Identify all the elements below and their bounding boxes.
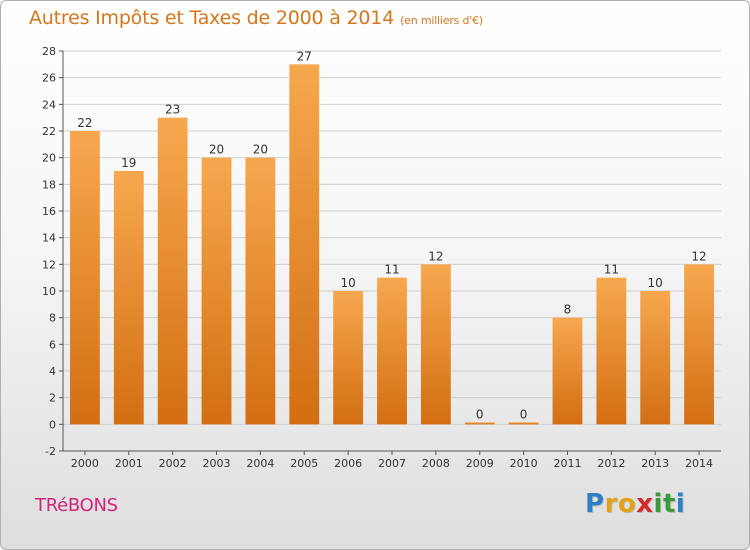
bar-2009 — [464, 422, 495, 425]
bar-2013 — [640, 291, 671, 425]
y-tick-label: 22 — [42, 125, 56, 138]
data-label: 10 — [340, 276, 355, 290]
data-label: 12 — [428, 249, 443, 263]
y-tick-label: 20 — [42, 152, 56, 165]
commune-name: TRéBONS — [35, 495, 118, 516]
bar-2005 — [289, 64, 320, 425]
data-label: 8 — [564, 303, 572, 317]
x-tick-label: 2005 — [290, 457, 318, 470]
x-tick-label: 2008 — [422, 457, 450, 470]
logo-letter: P — [585, 489, 605, 519]
x-tick-label: 2010 — [510, 457, 538, 470]
chart-title-text: Autres Impôts et Taxes de 2000 à 2014 — [29, 7, 395, 29]
y-tick-label: 12 — [42, 258, 56, 271]
x-tick-label: 2002 — [159, 457, 187, 470]
bar-2010 — [508, 422, 539, 425]
x-tick-label: 2013 — [641, 457, 669, 470]
data-label: 0 — [476, 407, 484, 421]
bar-2012 — [596, 277, 627, 425]
data-label: 22 — [77, 116, 92, 130]
logo-letter: r — [604, 489, 618, 519]
bar-2007 — [377, 277, 407, 425]
y-tick-label: 2 — [49, 392, 56, 405]
y-tick-label: 24 — [42, 98, 56, 111]
bar-2002 — [157, 117, 188, 425]
y-tick-label: 26 — [42, 72, 56, 85]
y-tick-label: 10 — [42, 285, 56, 298]
x-tick-label: 2003 — [203, 457, 231, 470]
data-label: 11 — [384, 263, 399, 277]
logo-letter: t — [662, 489, 676, 519]
bar-2001 — [113, 171, 144, 425]
bar-2006 — [333, 291, 364, 425]
data-label: 10 — [648, 276, 663, 290]
x-tick-label: 2006 — [334, 457, 362, 470]
y-tick-label: 18 — [42, 178, 56, 191]
bar-2011 — [552, 317, 583, 425]
y-tick-label: 14 — [42, 232, 56, 245]
x-tick-label: 2001 — [115, 457, 143, 470]
bar-2014 — [684, 264, 714, 425]
x-tick-label: 2014 — [685, 457, 713, 470]
data-label: 23 — [165, 103, 180, 117]
chart-title: Autres Impôts et Taxes de 2000 à 2014 (en… — [29, 7, 483, 29]
logo-letter: o — [617, 489, 637, 519]
x-tick-label: 2000 — [71, 457, 99, 470]
bar-2008 — [420, 264, 451, 425]
data-label: 19 — [121, 156, 136, 170]
x-tick-label: 2004 — [246, 457, 274, 470]
data-label: 20 — [253, 143, 268, 157]
y-tick-label: 0 — [49, 418, 56, 431]
x-tick-label: 2009 — [466, 457, 494, 470]
data-label: 20 — [209, 143, 224, 157]
proxiti-logo: Proxiti — [585, 489, 685, 519]
logo-letter: i — [653, 489, 663, 519]
x-tick-label: 2011 — [553, 457, 581, 470]
logo-letter: i — [675, 489, 686, 519]
y-tick-label: -2 — [45, 445, 56, 458]
bar-2004 — [245, 157, 276, 425]
y-tick-label: 16 — [42, 205, 56, 218]
x-tick-label: 2007 — [378, 457, 406, 470]
y-tick-label: 8 — [49, 312, 56, 325]
data-label: 27 — [297, 49, 312, 63]
y-tick-label: 6 — [49, 338, 56, 351]
x-tick-label: 2012 — [597, 457, 625, 470]
y-tick-label: 28 — [42, 45, 56, 58]
data-label: 11 — [604, 263, 619, 277]
unit-label: (en milliers d'€) — [400, 14, 483, 27]
data-label: 0 — [520, 407, 528, 421]
y-tick-label: 4 — [49, 365, 56, 378]
data-label: 12 — [691, 249, 706, 263]
bar-2003 — [201, 157, 232, 425]
logo-letter: x — [636, 489, 654, 519]
bar-2000 — [70, 131, 100, 425]
